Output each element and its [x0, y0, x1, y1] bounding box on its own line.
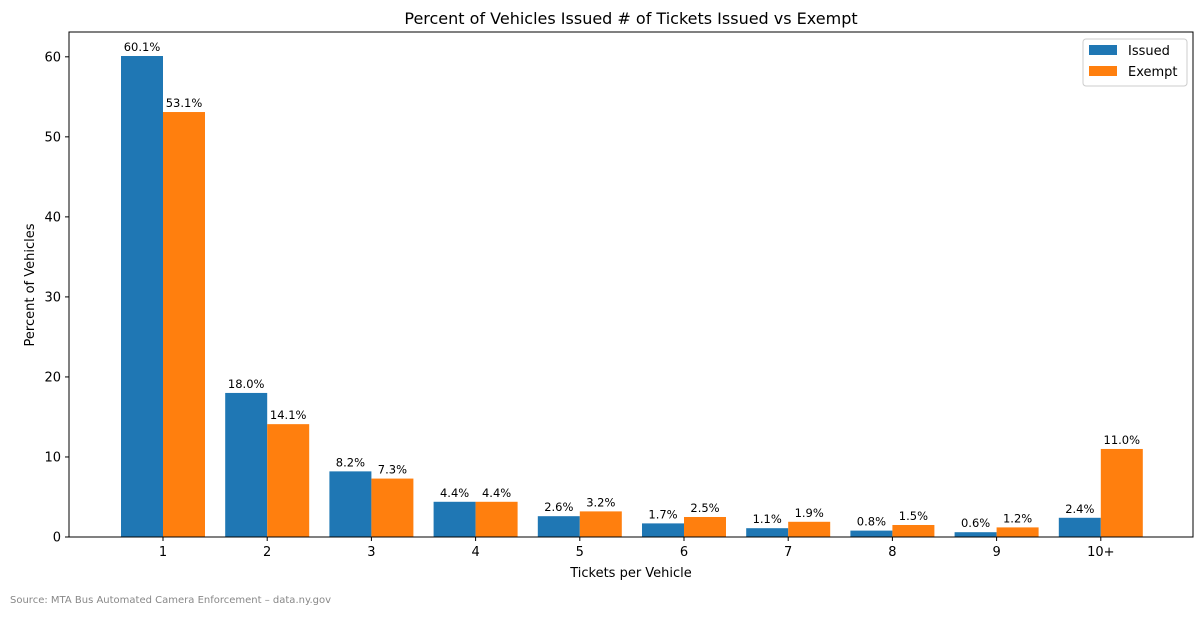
chart-title: Percent of Vehicles Issued # of Tickets …: [404, 9, 857, 28]
bar-value-label: 8.2%: [336, 455, 365, 469]
y-ticks-group: 0 10 20 30 40 50 60: [44, 50, 69, 546]
y-tick-label: 40: [44, 210, 61, 225]
x-ticks-group: 1 2 3 4 5 6 7 8 9 10+: [159, 537, 1115, 560]
bar-value-label: 4.4%: [440, 486, 469, 500]
y-tick-label: 10: [44, 450, 61, 465]
x-axis-label: Tickets per Vehicle: [569, 566, 692, 581]
bar-value-label: 4.4%: [482, 486, 511, 500]
bar-exempt-4: [475, 501, 518, 537]
y-tick-label: 0: [53, 531, 61, 546]
bar-value-label: 1.9%: [795, 506, 824, 520]
bar-issued-7: [746, 528, 789, 537]
bar-value-label: 0.6%: [961, 516, 990, 530]
bar-issued-8: [850, 530, 893, 537]
bar-exempt-5: [579, 511, 622, 537]
bar-exempt-6: [684, 516, 726, 537]
x-tick-label: 6: [680, 545, 688, 560]
legend-label-issued: Issued: [1128, 44, 1170, 59]
bar-value-label: 7.3%: [378, 463, 407, 477]
bar-labels-group: 60.1% 18.0% 8.2% 4.4% 2.6% 1.7% 1.1% 0.8% 0.6% 2.…: [124, 40, 1140, 530]
bar-value-label: 14.1%: [270, 408, 307, 422]
legend-label-exempt: Exempt: [1128, 65, 1178, 80]
y-tick-label: 60: [44, 50, 61, 65]
bar-exempt-3: [371, 478, 414, 537]
bar-issued-5: [537, 516, 580, 537]
y-tick-label: 30: [44, 290, 61, 305]
source-note: Source: MTA Bus Automated Camera Enforce…: [10, 595, 332, 606]
y-tick-label: 50: [44, 130, 61, 145]
bar-value-label: 1.5%: [899, 509, 928, 523]
legend: Issued Exempt: [1082, 38, 1188, 87]
y-tick-label: 20: [44, 370, 61, 385]
bar-exempt-1: [163, 112, 205, 538]
bar-value-label: 2.6%: [544, 500, 573, 514]
bar-issued-10+: [1058, 517, 1101, 537]
x-tick-label: 4: [471, 545, 479, 560]
plot-frame: [68, 31, 1194, 538]
bar-value-label: 60.1%: [124, 40, 161, 54]
x-tick-label: 1: [159, 545, 167, 560]
x-tick-label: 10+: [1087, 545, 1114, 560]
bar-exempt-8: [892, 524, 935, 537]
bar-exempt-2: [267, 424, 310, 537]
bar-issued-9: [954, 532, 997, 537]
bar-issued-6: [642, 523, 684, 537]
x-tick-label: 5: [576, 545, 584, 560]
bar-exempt-9: [996, 527, 1039, 537]
bar-exempt-10+: [1100, 448, 1143, 537]
bar-exempt-7: [788, 521, 831, 537]
x-tick-label: 3: [367, 545, 375, 560]
bar-value-label: 18.0%: [228, 377, 265, 391]
bar-value-label: 1.7%: [648, 507, 677, 521]
x-tick-label: 2: [263, 545, 271, 560]
legend-swatch-issued: [1089, 45, 1117, 55]
bar-value-label: 2.5%: [690, 501, 719, 515]
y-axis-label: Percent of Vehicles: [23, 223, 38, 346]
bar-issued-1: [121, 56, 163, 537]
bar-issued-2: [225, 392, 268, 537]
bar-value-label: 3.2%: [586, 495, 615, 509]
bar-value-label: 11.0%: [1104, 433, 1141, 447]
x-tick-label: 9: [992, 545, 1000, 560]
x-tick-label: 7: [784, 545, 792, 560]
x-tick-label: 8: [888, 545, 896, 560]
legend-swatch-exempt: [1089, 66, 1117, 76]
bar-issued-3: [329, 471, 372, 537]
bars-group: [121, 56, 1143, 538]
bar-value-label: 1.1%: [753, 512, 782, 526]
bar-issued-4: [433, 501, 476, 537]
bar-value-label: 1.2%: [1003, 511, 1032, 525]
bar-value-label: 0.8%: [857, 515, 886, 529]
bar-value-label: 2.4%: [1065, 502, 1094, 516]
bar-value-label: 53.1%: [166, 96, 203, 110]
